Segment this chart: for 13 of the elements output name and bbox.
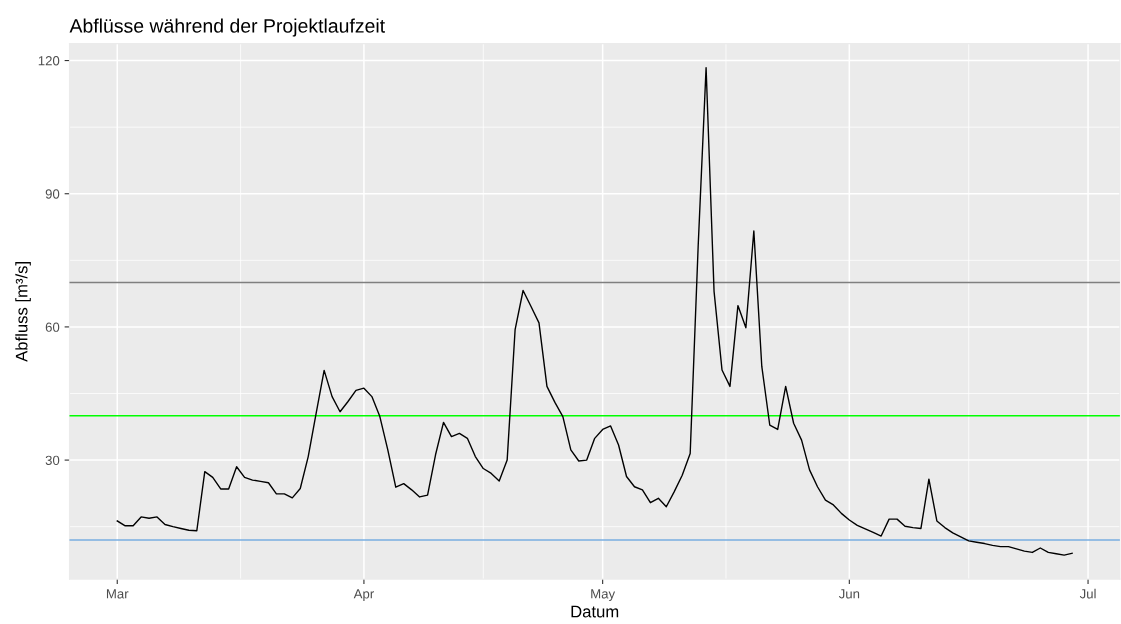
x-tick-label: May — [591, 589, 616, 602]
chart-title: Abflüsse während der Projektlaufzeit — [69, 18, 385, 37]
x-tick-label: Jun — [838, 589, 860, 599]
x-tick-label: Jul — [1079, 588, 1096, 599]
y-tick-label: 120 — [38, 56, 60, 66]
y-tick-label: 60 — [45, 322, 60, 332]
y-tick-label: 90 — [45, 189, 60, 199]
y-axis-title: Abfluss [m³/s] — [15, 262, 31, 362]
x-tick-label: Apr — [353, 589, 374, 602]
line-series — [116, 66, 1073, 556]
x-axis-title: Datum — [571, 605, 619, 618]
x-tick-label: Mar — [106, 589, 129, 599]
y-tick-label: 30 — [45, 455, 60, 466]
